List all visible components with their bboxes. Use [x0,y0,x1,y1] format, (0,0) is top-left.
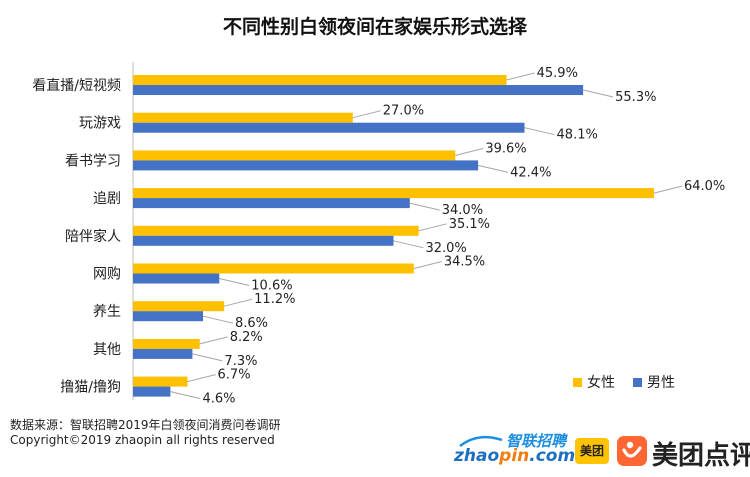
data-label-female: 34.5% [444,255,485,270]
category-label: 看直播/短视频 [32,77,121,94]
copyright-note: Copyright©2019 zhaopin all rights reserv… [10,433,275,447]
data-label-male: 32.0% [425,241,466,256]
meituan-dianping-logo-text: 美团点评 [652,441,750,471]
category-label: 其他 [93,342,121,358]
bar-female [133,338,200,349]
leader-line [393,240,424,249]
leader-line [224,298,253,307]
bar-female [133,188,654,199]
bar-male [133,311,203,322]
category-label: 陪伴家人 [65,228,121,245]
bar-male [133,122,525,133]
bar-female [133,225,419,236]
data-label-female: 39.6% [485,141,526,156]
leader-line [583,89,614,98]
bar-female [133,376,188,387]
leader-line [219,278,250,286]
bar-male [133,386,171,397]
bar-female [133,301,225,312]
data-label-male: 42.4% [510,165,551,180]
category-label: 养生 [93,304,121,320]
leader-line [170,391,201,400]
zhaopin-logo-com: .com [529,446,576,466]
leader-line [524,127,555,136]
bar-male [133,85,584,95]
leader-line [478,164,509,173]
leader-line [202,315,234,324]
leader-line [409,202,440,211]
data-label-male: 4.6% [202,392,235,407]
leader-line [455,147,484,156]
meituan-badge: 美团 [575,438,609,464]
data-label-female: 6.7% [218,368,251,383]
data-label-female: 35.1% [449,217,490,232]
category-label: 撸猫/撸狗 [60,380,121,396]
logo-strip: 智联招聘 zhaopin.com 美团 美团点评 [440,430,750,475]
bar-male [133,198,410,209]
zhaopin-logo-pin: pin [499,446,530,466]
leader-line [199,336,228,345]
bar-male [133,160,479,171]
chart-title: 不同性别白领夜间在家娱乐形式选择 [223,15,528,38]
legend-label: 女性 [587,374,615,391]
data-label-female: 27.0% [383,104,424,119]
category-label: 网购 [93,267,121,283]
data-label-female: 11.2% [254,292,295,307]
data-label-male: 10.6% [251,279,292,294]
leader-line [187,374,216,383]
leader-line [413,261,442,269]
leader-line [352,110,381,119]
category-label: 看书学习 [65,153,121,169]
zhaopin-logo-zhao: zhao [454,446,500,466]
leader-line [418,223,447,232]
data-label-male: 55.3% [615,90,656,105]
data-label-male: 7.3% [224,354,257,369]
data-label-male: 48.1% [557,128,598,143]
legend-swatch [633,378,642,387]
zhaopin-logo-text-cn: 智联招聘 [506,432,567,450]
dianping-logo-icon [617,436,647,466]
bar-male [133,273,220,284]
leader-line [506,72,535,81]
data-label-female: 45.9% [537,66,578,81]
leader-line [192,353,223,362]
category-label: 追剧 [93,191,121,207]
data-label-female: 8.2% [230,330,263,345]
bar-female [133,150,456,161]
bar-male [133,235,394,246]
bar-female [133,75,507,85]
bar-male [133,348,193,359]
zhaopin-logo: zhaopin.com [454,446,575,466]
data-label-male: 34.0% [442,203,483,218]
category-label: 玩游戏 [79,116,121,132]
zhaopin-swoosh-icon [459,435,503,448]
leader-line [653,185,683,194]
data-label-female: 64.0% [684,179,725,194]
legend-swatch [573,378,582,387]
data-label-male: 8.6% [235,316,268,331]
data-source-note: 数据来源：智联招聘2019年白领夜间消费问卷调研 [10,418,281,432]
bar-female [133,112,353,123]
bar-female [133,263,414,274]
legend-label: 男性 [647,375,675,391]
